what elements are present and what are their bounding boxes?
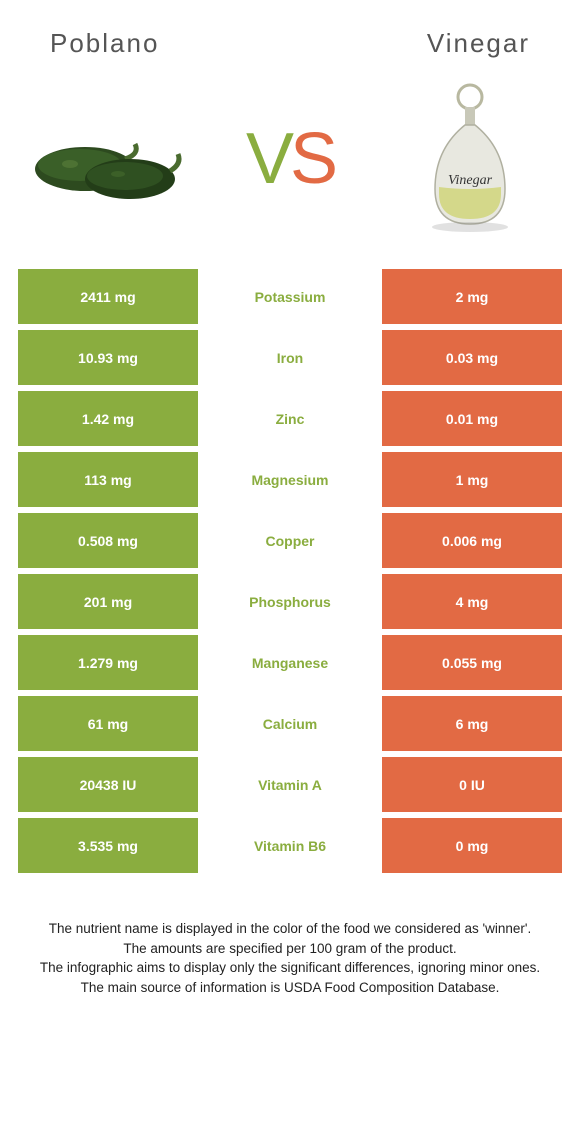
- left-value-cell: 61 mg: [18, 696, 198, 751]
- left-value-cell: 0.508 mg: [18, 513, 198, 568]
- table-row: 20438 IUVitamin A0 IU: [18, 757, 562, 812]
- right-value-cell: 0.03 mg: [382, 330, 562, 385]
- left-food-title: Poblano: [50, 28, 159, 59]
- left-value-cell: 1.42 mg: [18, 391, 198, 446]
- left-value-cell: 10.93 mg: [18, 330, 198, 385]
- nutrient-label-cell: Vitamin B6: [198, 818, 382, 873]
- left-value-cell: 1.279 mg: [18, 635, 198, 690]
- nutrient-label-cell: Vitamin A: [198, 757, 382, 812]
- hero-row: VS Vinegar: [0, 69, 580, 269]
- table-row: 2411 mgPotassium2 mg: [18, 269, 562, 324]
- left-value-cell: 201 mg: [18, 574, 198, 629]
- right-value-cell: 0 IU: [382, 757, 562, 812]
- nutrient-label-cell: Zinc: [198, 391, 382, 446]
- table-row: 0.508 mgCopper0.006 mg: [18, 513, 562, 568]
- right-value-cell: 1 mg: [382, 452, 562, 507]
- right-food-title: Vinegar: [427, 28, 530, 59]
- table-row: 3.535 mgVitamin B60 mg: [18, 818, 562, 873]
- nutrient-label-cell: Manganese: [198, 635, 382, 690]
- table-row: 10.93 mgIron0.03 mg: [18, 330, 562, 385]
- table-row: 1.279 mgManganese0.055 mg: [18, 635, 562, 690]
- vinegar-image: Vinegar: [390, 89, 550, 229]
- table-row: 1.42 mgZinc0.01 mg: [18, 391, 562, 446]
- footer-line-3: The infographic aims to display only the…: [20, 958, 560, 978]
- table-row: 201 mgPhosphorus4 mg: [18, 574, 562, 629]
- right-value-cell: 4 mg: [382, 574, 562, 629]
- vs-label: VS: [246, 118, 334, 200]
- poblano-image: [30, 89, 190, 229]
- nutrient-label-cell: Phosphorus: [198, 574, 382, 629]
- left-value-cell: 2411 mg: [18, 269, 198, 324]
- nutrient-label-cell: Copper: [198, 513, 382, 568]
- right-value-cell: 0.006 mg: [382, 513, 562, 568]
- header: Poblano Vinegar: [0, 0, 580, 69]
- vinegar-bottle-label: Vinegar: [448, 173, 493, 188]
- nutrient-table: 2411 mgPotassium2 mg10.93 mgIron0.03 mg1…: [0, 269, 580, 873]
- right-value-cell: 0 mg: [382, 818, 562, 873]
- nutrient-label-cell: Calcium: [198, 696, 382, 751]
- nutrient-label-cell: Magnesium: [198, 452, 382, 507]
- left-value-cell: 20438 IU: [18, 757, 198, 812]
- vs-v: V: [246, 119, 290, 199]
- footer-line-2: The amounts are specified per 100 gram o…: [20, 939, 560, 959]
- right-value-cell: 2 mg: [382, 269, 562, 324]
- right-value-cell: 6 mg: [382, 696, 562, 751]
- footer-notes: The nutrient name is displayed in the co…: [0, 879, 580, 997]
- left-value-cell: 3.535 mg: [18, 818, 198, 873]
- nutrient-label-cell: Potassium: [198, 269, 382, 324]
- right-value-cell: 0.01 mg: [382, 391, 562, 446]
- footer-line-1: The nutrient name is displayed in the co…: [20, 919, 560, 939]
- vs-s: S: [290, 119, 334, 199]
- left-value-cell: 113 mg: [18, 452, 198, 507]
- right-value-cell: 0.055 mg: [382, 635, 562, 690]
- nutrient-label-cell: Iron: [198, 330, 382, 385]
- table-row: 113 mgMagnesium1 mg: [18, 452, 562, 507]
- footer-line-4: The main source of information is USDA F…: [20, 978, 560, 998]
- table-row: 61 mgCalcium6 mg: [18, 696, 562, 751]
